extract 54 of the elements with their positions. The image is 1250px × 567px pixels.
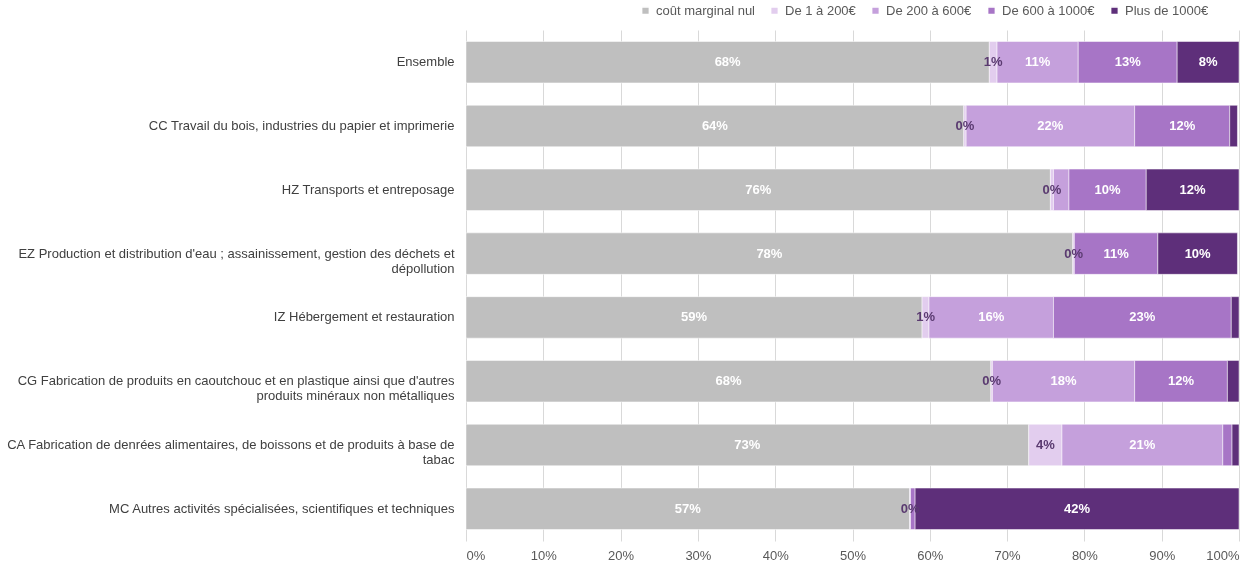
data-label: 76%: [745, 181, 772, 197]
data-label: 4%: [1035, 436, 1056, 452]
data-label: 68%: [714, 54, 742, 70]
x-tick-label: 0%: [466, 547, 486, 563]
y-tick-label: CA Fabrication de denrées alimentaires, de boissons et de produits à base de tabac: [7, 436, 455, 467]
y-tick-label: EZ Production et distribution d'eau ; assainissement, gestion des déchets et dépollution: [18, 245, 455, 276]
legend-label: De 600 à 1000€: [1002, 2, 1096, 18]
legend-label: coût marginal nul: [656, 2, 756, 18]
data-label: 1%: [983, 54, 1004, 70]
data-label: 42%: [1064, 500, 1091, 516]
x-tick-label: 30%: [685, 547, 712, 563]
data-label: 23%: [1129, 309, 1156, 325]
data-label: 10%: [1094, 181, 1122, 197]
data-label: 64%: [701, 118, 729, 134]
data-label: 11%: [1103, 245, 1130, 261]
data-label: 0%: [955, 118, 975, 134]
x-tick-label: 60%: [917, 547, 944, 563]
data-label: 8%: [1198, 54, 1218, 70]
legend-label: Plus de 1000€: [1125, 2, 1209, 18]
data-label: 78%: [756, 245, 783, 261]
legend-label: De 1 à 200€: [785, 2, 857, 18]
data-label: 18%: [1050, 373, 1077, 389]
data-label: 0%: [1064, 245, 1084, 261]
y-tick-label: CG Fabrication de produits en caoutchouc et en plastique ainsi que d'autres produits minéraux non métalliques: [17, 373, 455, 404]
data-label: 68%: [715, 373, 742, 389]
data-label: 22%: [1037, 118, 1064, 134]
x-tick-label: 100%: [1206, 547, 1240, 563]
y-tick-label: HZ Transports et entreposage: [281, 181, 455, 197]
y-tick-label: IZ Hébergement et restauration: [273, 309, 455, 325]
data-label: 1%: [916, 309, 936, 325]
data-label: 13%: [1114, 54, 1142, 70]
y-tick-label: MC Autres activités spécialisées, scientifiques et techniques: [109, 500, 455, 516]
y-tick-label: CC Travail du bois, industries du papier et imprimerie: [148, 118, 455, 134]
data-label: 12%: [1179, 181, 1207, 197]
data-label: 59%: [681, 309, 708, 325]
x-tick-label: 70%: [994, 547, 1022, 563]
data-label: 57%: [674, 500, 702, 516]
x-tick-label: 90%: [1149, 547, 1176, 563]
y-tick-label: Ensemble: [396, 54, 455, 70]
data-label: 0%: [982, 373, 1002, 389]
data-label: 12%: [1169, 118, 1196, 134]
x-tick-label: 80%: [1071, 547, 1099, 563]
legend-label: De 200 à 600€: [886, 2, 973, 18]
data-label: 73%: [734, 436, 761, 452]
x-tick-label: 20%: [608, 547, 635, 563]
data-label: 21%: [1129, 436, 1156, 452]
data-label: 0%: [1042, 181, 1062, 197]
data-label: 16%: [978, 309, 1005, 325]
data-label: 10%: [1184, 245, 1212, 261]
x-tick-label: 40%: [762, 547, 790, 563]
x-tick-label: 50%: [839, 547, 867, 563]
data-label: 11%: [1024, 54, 1051, 70]
data-label: 12%: [1168, 373, 1195, 389]
x-tick-label: 10%: [530, 547, 558, 563]
